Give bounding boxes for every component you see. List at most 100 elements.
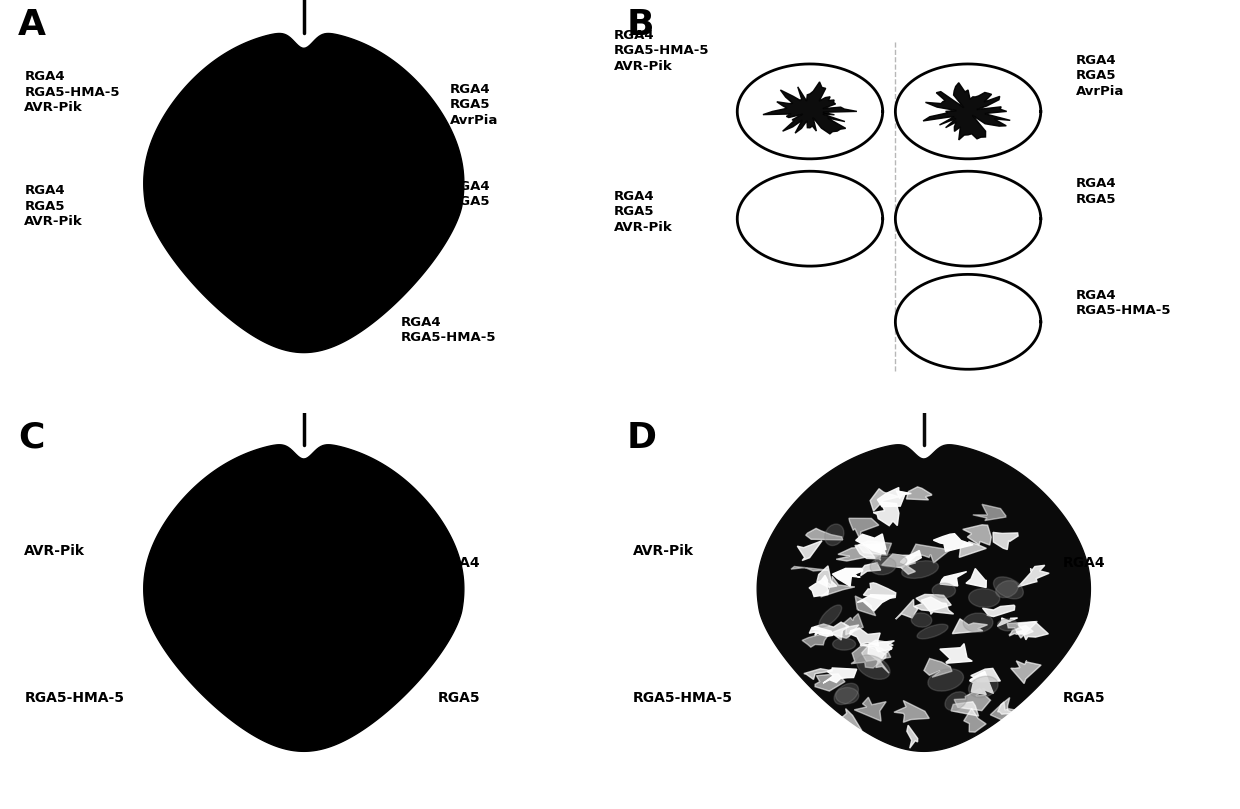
Polygon shape [849,519,879,537]
Polygon shape [870,489,899,511]
Polygon shape [940,644,972,663]
Polygon shape [843,614,863,635]
Text: RGA5-HMA-5: RGA5-HMA-5 [632,691,733,705]
Polygon shape [812,622,849,640]
Polygon shape [960,542,986,557]
Text: RGA5: RGA5 [1063,691,1106,705]
Polygon shape [862,646,890,661]
Polygon shape [878,488,911,506]
Polygon shape [897,490,909,498]
Polygon shape [863,582,895,599]
Ellipse shape [857,655,890,680]
Polygon shape [873,502,899,526]
Polygon shape [906,725,918,748]
Text: RGA4: RGA4 [438,557,480,570]
Polygon shape [144,33,464,353]
Ellipse shape [835,684,858,705]
Polygon shape [1007,621,1037,638]
Text: RGA4
RGA5
AVR-Pik: RGA4 RGA5 AVR-Pik [614,190,672,234]
Ellipse shape [968,676,998,697]
Ellipse shape [996,581,1018,598]
Polygon shape [858,541,892,555]
Text: RGA5: RGA5 [438,691,480,705]
Text: RGA5-HMA-5: RGA5-HMA-5 [25,691,124,705]
Ellipse shape [963,613,993,633]
Polygon shape [923,83,1011,140]
Polygon shape [763,82,857,134]
Text: RGA4: RGA4 [1063,557,1106,570]
Polygon shape [806,528,843,540]
Ellipse shape [901,561,939,578]
Polygon shape [952,619,987,633]
Ellipse shape [928,669,963,691]
Polygon shape [906,487,931,500]
Ellipse shape [870,557,897,574]
Polygon shape [875,659,889,673]
Text: RGA4
RGA5-HMA-5: RGA4 RGA5-HMA-5 [401,316,496,345]
Polygon shape [797,540,822,561]
Text: RGA4
RGA5-HMA-5
AVR-Pik: RGA4 RGA5-HMA-5 AVR-Pik [25,70,120,114]
Polygon shape [802,632,831,647]
Polygon shape [895,599,918,619]
Polygon shape [1009,625,1033,636]
Polygon shape [815,674,844,691]
Text: RGA4
RGA5
AVR-Pik: RGA4 RGA5 AVR-Pik [25,184,83,228]
Polygon shape [856,596,875,616]
Ellipse shape [825,524,844,545]
Polygon shape [900,550,921,565]
Text: A: A [19,8,46,42]
Ellipse shape [832,638,856,650]
Polygon shape [1016,621,1048,640]
Text: RGA4
RGA5-HMA-5
AVR-Pik: RGA4 RGA5-HMA-5 AVR-Pik [614,29,709,73]
Polygon shape [966,569,986,587]
Polygon shape [832,569,863,587]
Polygon shape [836,709,862,731]
Polygon shape [804,669,833,680]
Text: RGA4
RGA5
AvrPia: RGA4 RGA5 AvrPia [1075,53,1123,98]
Polygon shape [810,627,833,637]
Polygon shape [982,605,1014,616]
Ellipse shape [836,688,859,704]
Polygon shape [997,618,1018,626]
Ellipse shape [911,613,931,627]
Polygon shape [1011,661,1042,684]
Polygon shape [914,595,951,611]
Polygon shape [954,688,991,710]
Ellipse shape [918,625,949,639]
Text: RGA4
RGA5: RGA4 RGA5 [1075,177,1116,206]
Polygon shape [832,625,859,638]
Polygon shape [810,575,828,596]
Polygon shape [971,668,1001,682]
Polygon shape [1018,565,1049,587]
Text: B: B [626,8,653,42]
Polygon shape [894,701,929,722]
Text: AVR-Pik: AVR-Pik [25,544,86,558]
Text: RGA4
RGA5
AvrPia: RGA4 RGA5 AvrPia [450,83,498,126]
Ellipse shape [993,577,1023,599]
Polygon shape [851,645,887,668]
Polygon shape [857,595,895,611]
Polygon shape [868,640,893,662]
Polygon shape [859,641,894,652]
Polygon shape [910,544,950,563]
Polygon shape [991,702,1017,724]
Polygon shape [934,534,973,551]
Polygon shape [817,565,837,587]
Polygon shape [924,659,952,677]
Polygon shape [836,544,875,561]
Polygon shape [882,554,916,574]
Polygon shape [940,572,967,586]
Polygon shape [791,566,828,571]
Text: AVR-Pik: AVR-Pik [632,544,694,558]
Polygon shape [758,445,1090,752]
Text: C: C [19,421,45,455]
Polygon shape [921,597,954,614]
Ellipse shape [932,583,956,598]
Polygon shape [973,504,1006,520]
Polygon shape [823,668,857,683]
Ellipse shape [945,692,967,710]
Polygon shape [144,445,464,752]
Polygon shape [993,532,1018,549]
Ellipse shape [875,554,906,567]
Polygon shape [854,697,887,721]
